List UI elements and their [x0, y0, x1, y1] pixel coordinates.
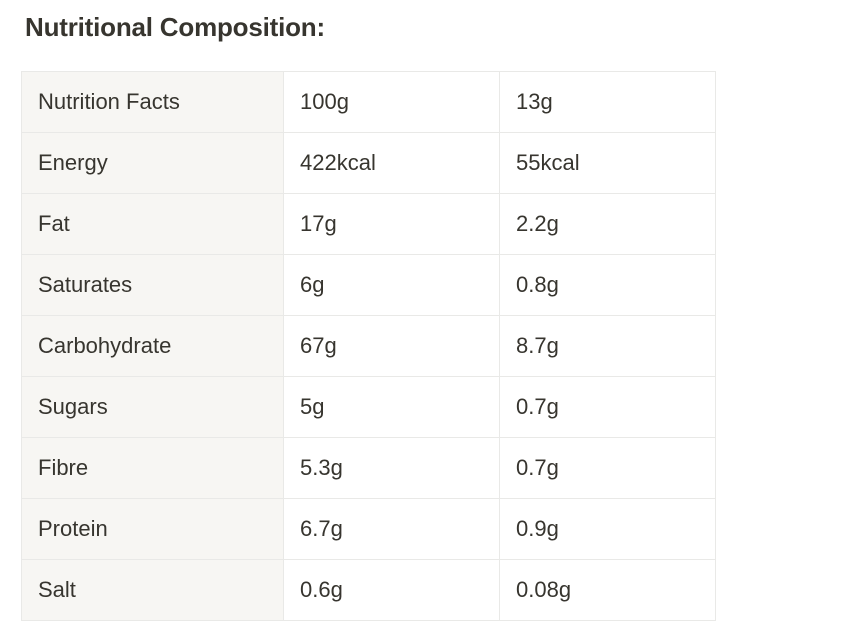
nutrient-label-cell: Fat: [21, 193, 284, 255]
nutrient-label-cell: Protein: [21, 498, 284, 560]
per-portion-cell: 8.7g: [499, 315, 716, 377]
section-heading: Nutritional Composition:: [25, 12, 325, 42]
nutrient-label-cell: Nutrition Facts: [21, 71, 284, 133]
nutrient-label-cell: Fibre: [21, 437, 284, 499]
per-100g-cell: 17g: [283, 193, 500, 255]
per-portion-cell: 13g: [499, 71, 716, 133]
per-portion-cell: 0.7g: [499, 437, 716, 499]
table-row: Fat 17g 2.2g: [21, 193, 716, 255]
per-portion-cell: 0.9g: [499, 498, 716, 560]
per-portion-cell: 0.08g: [499, 559, 716, 621]
table-row: Energy 422kcal 55kcal: [21, 132, 716, 194]
per-100g-cell: 6g: [283, 254, 500, 316]
table-row: Fibre 5.3g 0.7g: [21, 437, 716, 499]
per-portion-cell: 2.2g: [499, 193, 716, 255]
per-100g-cell: 5.3g: [283, 437, 500, 499]
table-row: Saturates 6g 0.8g: [21, 254, 716, 316]
per-100g-cell: 5g: [283, 376, 500, 438]
table-row: Nutrition Facts 100g 13g: [21, 71, 716, 133]
per-100g-cell: 67g: [283, 315, 500, 377]
nutrient-label-cell: Energy: [21, 132, 284, 194]
per-portion-cell: 0.8g: [499, 254, 716, 316]
per-100g-cell: 0.6g: [283, 559, 500, 621]
nutrition-table-body: Nutrition Facts 100g 13g Energy 422kcal …: [21, 71, 716, 621]
nutrient-label-cell: Saturates: [21, 254, 284, 316]
per-100g-cell: 422kcal: [283, 132, 500, 194]
per-100g-cell: 100g: [283, 71, 500, 133]
nutrient-label-cell: Sugars: [21, 376, 284, 438]
nutrient-label-cell: Salt: [21, 559, 284, 621]
table-row: Salt 0.6g 0.08g: [21, 559, 716, 621]
per-portion-cell: 55kcal: [499, 132, 716, 194]
table-row: Sugars 5g 0.7g: [21, 376, 716, 438]
per-100g-cell: 6.7g: [283, 498, 500, 560]
table-row: Carbohydrate 67g 8.7g: [21, 315, 716, 377]
nutrient-label-cell: Carbohydrate: [21, 315, 284, 377]
nutrition-table: Nutrition Facts 100g 13g Energy 422kcal …: [21, 71, 716, 621]
per-portion-cell: 0.7g: [499, 376, 716, 438]
table-row: Protein 6.7g 0.9g: [21, 498, 716, 560]
